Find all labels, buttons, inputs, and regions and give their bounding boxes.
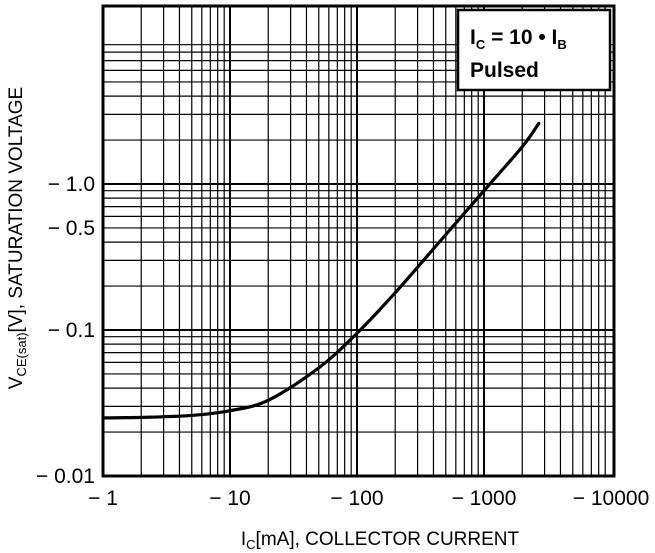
y-tick-label: − 0.1 bbox=[48, 319, 95, 342]
plot-frame bbox=[101, 4, 616, 478]
x-axis-title-main: I bbox=[241, 529, 246, 550]
y-tick-labels: − 0.01 − 0.1 − 0.5 − 1.0 bbox=[36, 173, 95, 488]
legend-ic-symbol: I bbox=[470, 26, 476, 49]
legend-line-1: IC = 10 • IB bbox=[470, 26, 567, 52]
y-tick-label: − 0.01 bbox=[36, 465, 95, 488]
x-tick-label: − 10000 bbox=[573, 487, 650, 510]
x-tick-label: − 10 bbox=[209, 487, 250, 510]
x-tick-label: − 1000 bbox=[452, 487, 517, 510]
y-axis-title-rest: [V], SATURATION VOLTAGE bbox=[6, 87, 27, 333]
grid bbox=[103, 6, 614, 476]
legend-frame bbox=[456, 8, 612, 92]
y-axis-title-sub: CE(sat) bbox=[14, 332, 29, 376]
series-line-0 bbox=[101, 121, 541, 420]
legend-ib-subscript: B bbox=[557, 37, 566, 52]
x-axis-title: IC[mA], COLLECTOR CURRENT bbox=[241, 529, 520, 552]
legend-ic-subscript: C bbox=[476, 37, 486, 52]
series-curve-group bbox=[101, 121, 541, 420]
legend-ratio-text: = 10 • I bbox=[485, 26, 557, 49]
x-tick-label: − 1 bbox=[88, 487, 118, 510]
legend: IC = 10 • IB Pulsed bbox=[456, 8, 612, 92]
legend-line-2: Pulsed bbox=[470, 59, 539, 82]
x-axis-title-rest: [mA], COLLECTOR CURRENT bbox=[256, 529, 520, 550]
y-tick-label: − 0.5 bbox=[48, 217, 95, 240]
x-tick-label: − 100 bbox=[330, 487, 383, 510]
y-axis-title-main: V bbox=[6, 376, 27, 389]
x-tick-labels: − 1 − 10 − 100 − 1000 − 10000 bbox=[88, 487, 649, 510]
x-axis-title-sub: C bbox=[246, 537, 255, 552]
y-tick-label: − 1.0 bbox=[48, 173, 95, 196]
y-axis-title: VCE(sat)[V], SATURATION VOLTAGE bbox=[6, 87, 29, 389]
